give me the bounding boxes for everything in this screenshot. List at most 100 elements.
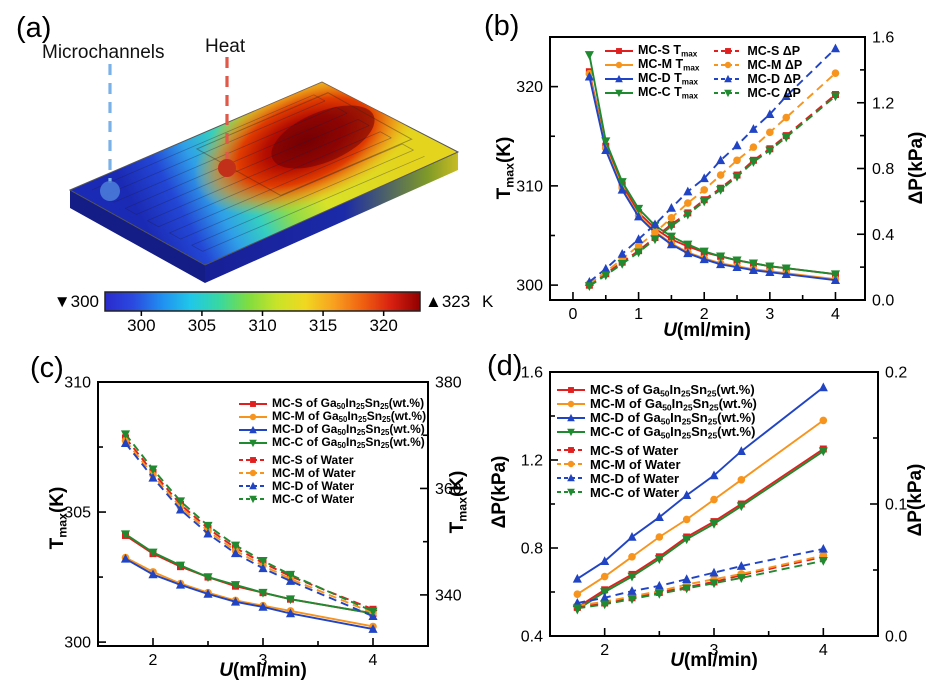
legend-column: MC-S Tmax MC-M Tmax MC-D Tmax MC-C Tmax: [604, 43, 700, 101]
legend-column: MC-S of Ga50In25Sn25(wt.%) MC-M of Ga50In…: [238, 395, 426, 506]
svg-text:360: 360: [435, 481, 462, 498]
legend-label: MC-C of Ga50In25Sn25(wt.%): [590, 423, 756, 441]
panel-b-ylabel-right: ΔP(kPa): [906, 131, 927, 205]
legend-item: MC-C Tmax: [604, 85, 699, 101]
legend-label: MC-C ΔP: [747, 86, 801, 100]
svg-text:340: 340: [435, 587, 462, 604]
svg-text:310: 310: [248, 316, 276, 335]
legend-item: MC-M ΔP: [713, 58, 802, 72]
legend-marker-icon: [605, 61, 633, 69]
svg-text:0.8: 0.8: [521, 541, 543, 558]
legend-marker-icon: [557, 488, 585, 497]
svg-text:380: 380: [435, 375, 462, 392]
panel-b-plot: 0 1 2 3 4 300 310 320 0.0 0.4 0.8 1.2 1.6: [516, 30, 894, 324]
legend-item: MC-S of Water: [556, 443, 757, 458]
svg-text:310: 310: [64, 375, 91, 392]
legend-item: MC-M Tmax: [604, 57, 700, 73]
legend-item: MC-M of Ga50In25Sn25(wt.%): [556, 396, 757, 412]
panel-c-letter: (c): [30, 352, 64, 384]
legend-item: MC-C of Ga50In25Sn25(wt.%): [238, 434, 426, 451]
panel-c-xlabel: U(ml/min): [219, 660, 307, 681]
legend-label: MC-C of Water: [590, 484, 680, 500]
legend-marker-icon: [557, 428, 585, 437]
svg-text:1.6: 1.6: [872, 30, 894, 47]
svg-text:4: 4: [819, 642, 828, 659]
legend-marker-icon: [239, 481, 267, 489]
legend-label: MC-M of Water: [590, 456, 681, 472]
panel-b-legend: MC-S Tmax MC-M Tmax MC-D Tmax MC-C Tmax MC-S…: [604, 43, 802, 101]
legend-marker-icon: [605, 74, 633, 83]
legend-marker-icon: [714, 74, 743, 83]
legend-marker-icon: [239, 400, 267, 407]
legend-marker-icon: [605, 89, 633, 98]
legend-marker-icon: [239, 495, 267, 503]
legend-label: MC-D of Ga50In25Sn25(wt.%): [272, 421, 425, 438]
panel-c-legend: MC-S of Ga50In25Sn25(wt.%) MC-M of Ga50In…: [238, 395, 426, 506]
legend-marker-icon: [714, 89, 743, 98]
legend-label: MC-M Tmax: [638, 57, 700, 73]
legend-marker-icon: [557, 400, 585, 408]
legend-marker-icon: [605, 48, 633, 54]
heat-dot: [218, 159, 236, 177]
legend-label: MC-C Tmax: [638, 85, 698, 101]
legend-marker-icon: [557, 447, 585, 453]
legend-item: MC-S of Ga50In25Sn25(wt.%): [238, 395, 426, 412]
panel-a-colorbar: 300 305 310 315 320 ▼300 ▲323 K: [54, 291, 494, 335]
panel-c-plot: 2 3 4 300 305 310 340 360 380: [64, 375, 462, 670]
legend-marker-icon: [239, 456, 267, 463]
svg-text:0: 0: [569, 306, 578, 323]
legend-marker-icon: [557, 387, 585, 393]
svg-text:1: 1: [634, 306, 643, 323]
svg-text:0.0: 0.0: [885, 629, 907, 646]
panel-d-xlabel: U(ml/min): [670, 650, 758, 671]
svg-text:K: K: [482, 292, 494, 311]
svg-text:1.6: 1.6: [521, 365, 543, 382]
panel-d-plot: 2 3 4 0.4 0.8 1.2 1.6 0.0 0.1 0.2: [521, 365, 908, 660]
legend-item: MC-D of Water: [556, 470, 757, 486]
panel-d-ylabel-right: ΔP(kPa): [905, 463, 926, 537]
svg-text:0.0: 0.0: [872, 293, 894, 310]
legend-marker-icon: [557, 473, 585, 482]
svg-text:4: 4: [369, 652, 378, 669]
legend-item: MC-M of Water: [556, 456, 757, 472]
svg-text:300: 300: [127, 316, 155, 335]
legend-item: MC-C of Ga50In25Sn25(wt.%): [556, 423, 757, 441]
legend-label: MC-D of Water: [590, 470, 680, 486]
microchannels-annotation: Microchannels: [42, 42, 165, 63]
legend-label: MC-S of Ga50In25Sn25(wt.%): [272, 395, 425, 412]
panel-d-ylabel-left: ΔP(kPa): [489, 455, 510, 529]
legend-label: MC-S Tmax: [638, 43, 698, 59]
legend-item: MC-C of Water: [556, 484, 757, 500]
legend-item: MC-D of Ga50In25Sn25(wt.%): [238, 421, 426, 438]
svg-text:2: 2: [600, 642, 609, 659]
svg-text:2: 2: [700, 306, 709, 323]
svg-text:305: 305: [64, 505, 91, 522]
legend-marker-icon: [239, 469, 267, 476]
legend-item: MC-M of Ga50In25Sn25(wt.%): [238, 409, 426, 424]
svg-text:320: 320: [369, 316, 397, 335]
svg-text:4: 4: [831, 306, 840, 323]
legend-label: MC-S of Ga50In25Sn25(wt.%): [590, 381, 755, 399]
legend-item: MC-S of Water: [238, 453, 426, 467]
svg-text:315: 315: [309, 316, 337, 335]
legend-marker-icon: [239, 439, 267, 447]
svg-text:▼300: ▼300: [54, 292, 99, 311]
legend-item: MC-C of Water: [238, 492, 426, 506]
panel-c-ylabel-left: Tmax(K): [47, 486, 70, 550]
legend-label: MC-D Tmax: [638, 71, 698, 87]
legend-item: MC-C ΔP: [713, 86, 802, 100]
legend-marker-icon: [557, 413, 585, 422]
legend-label: MC-S ΔP: [747, 44, 801, 58]
legend-label: MC-M of Water: [272, 465, 356, 480]
svg-text:300: 300: [516, 278, 543, 295]
legend-item: MC-S Tmax: [604, 43, 699, 59]
svg-text:0.2: 0.2: [885, 365, 907, 382]
legend-column: MC-S of Ga50In25Sn25(wt.%) MC-M of Ga50In…: [556, 381, 757, 500]
legend-marker-icon: [714, 61, 743, 69]
legend-label: MC-C of Ga50In25Sn25(wt.%): [272, 434, 425, 451]
legend-item: MC-S of Ga50In25Sn25(wt.%): [556, 381, 757, 399]
panel-d-letter: (d): [487, 350, 523, 382]
svg-text:0.1: 0.1: [885, 497, 907, 514]
legend-label: MC-D of Water: [272, 478, 355, 493]
